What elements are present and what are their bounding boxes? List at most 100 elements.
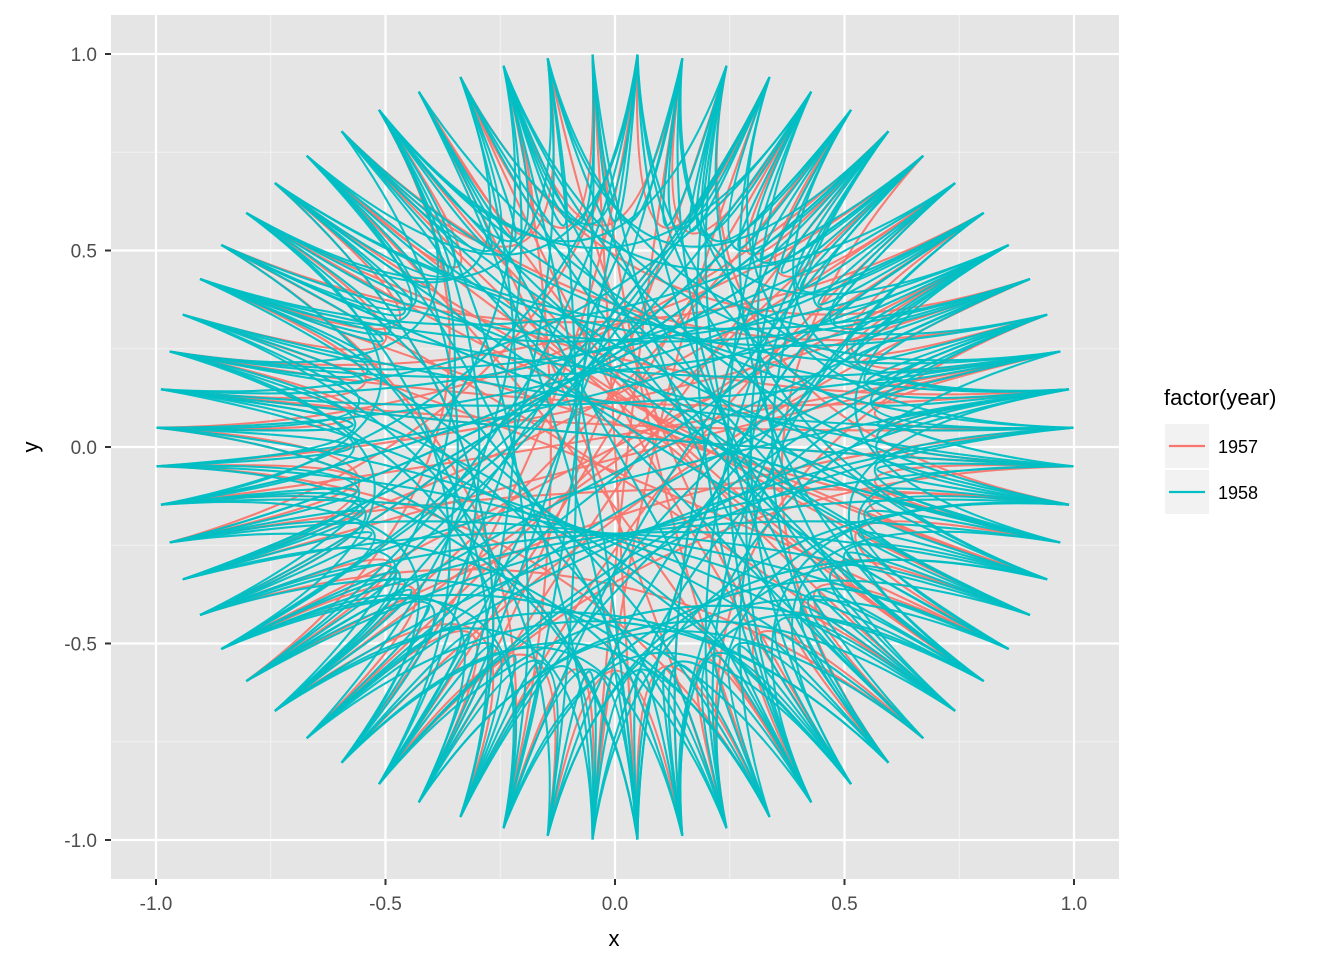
- edge-1958: [160, 212, 383, 506]
- legend-title: factor(year): [1164, 385, 1276, 410]
- edge-1958: [459, 76, 956, 271]
- edge-1958: [245, 600, 436, 764]
- edge-1958: [459, 665, 595, 840]
- edge-1957: [417, 91, 956, 712]
- edge-1958: [199, 278, 771, 818]
- y-tick-label: 1.0: [71, 45, 97, 66]
- edge-1958: [245, 58, 552, 281]
- edge-1958: [678, 58, 1010, 296]
- edge-1958: [199, 154, 924, 326]
- edge-1958: [169, 350, 376, 650]
- edge-1957: [340, 130, 985, 682]
- edge-1958: [160, 494, 367, 616]
- legend-item-1957: 1957: [1165, 424, 1258, 468]
- series-1958: [156, 54, 1074, 840]
- edge-1958: [199, 155, 413, 326]
- edge-1958: [160, 492, 362, 581]
- edge-1958: [790, 530, 1061, 785]
- edge-1958: [502, 65, 985, 682]
- edge-1958: [828, 563, 1031, 712]
- edge-1958: [274, 109, 456, 712]
- edge-1958: [306, 54, 639, 256]
- edge-1958: [794, 130, 985, 294]
- edge-1958: [759, 633, 890, 785]
- edge-1958: [274, 627, 594, 840]
- edge-1958: [847, 388, 1070, 682]
- edge-1958: [156, 244, 1010, 468]
- edge-1958: [245, 211, 1074, 468]
- edge-1958: [245, 212, 684, 836]
- edge-1958: [220, 597, 518, 829]
- edge-1958: [340, 646, 684, 836]
- x-tick-label: -1.0: [140, 894, 173, 915]
- edge-1958: [417, 76, 517, 240]
- edge-1958: [678, 613, 985, 836]
- x-tick-label: 1.0: [1061, 894, 1087, 915]
- edge-1958: [199, 65, 516, 616]
- edge-1958: [817, 182, 985, 306]
- edge-1958: [245, 76, 492, 284]
- edge-1958: [306, 155, 594, 840]
- edge-1958: [182, 547, 398, 712]
- edge-1958: [502, 58, 568, 227]
- edge-1958: [546, 670, 597, 840]
- edge-1958: [636, 54, 1074, 468]
- edge-1958: [751, 91, 924, 265]
- edge-1958: [169, 350, 515, 829]
- edges: [156, 54, 1074, 840]
- legend-label-1957: 1957: [1218, 437, 1258, 457]
- edge-1958: [780, 130, 924, 274]
- edge-1957: [635, 665, 771, 840]
- edge-1958: [199, 563, 402, 712]
- edge-1957: [306, 155, 813, 803]
- edge-1958: [160, 500, 421, 764]
- edge-1958: [306, 313, 1048, 739]
- edge-1958: [169, 509, 364, 581]
- x-axis-title: x: [609, 926, 620, 951]
- edge-1958: [306, 130, 450, 274]
- edge-1958: [340, 58, 555, 764]
- edge-1957: [635, 54, 771, 229]
- edge-1958: [378, 604, 985, 785]
- edge-1957: [274, 212, 985, 712]
- edge-1958: [169, 520, 376, 650]
- edge-1958: [378, 65, 728, 243]
- edge-1958: [502, 65, 639, 840]
- edge-1958: [872, 350, 1070, 407]
- edge-1958: [274, 465, 1074, 712]
- edge-1958: [502, 651, 852, 829]
- x-tick-label: 0.5: [831, 894, 857, 915]
- edge-1958: [700, 65, 852, 243]
- edge-1958: [715, 502, 1070, 829]
- y-tick-label: -1.0: [64, 831, 97, 852]
- edge-1958: [459, 661, 542, 829]
- edge-1958: [220, 244, 1061, 544]
- edge-1958: [713, 654, 813, 818]
- edge-1958: [160, 487, 358, 544]
- edge-1958: [876, 462, 1074, 506]
- y-tick-label: 0.5: [71, 242, 97, 263]
- y-tick-label: 0.0: [71, 438, 97, 459]
- edge-1958: [727, 642, 890, 818]
- edge-1957: [378, 91, 813, 785]
- edge-1958: [378, 109, 530, 829]
- edge-1958: [546, 558, 1048, 836]
- x-tick-label: 0.0: [602, 894, 628, 915]
- edge-1958: [182, 531, 373, 616]
- edge-1958: [866, 509, 1061, 581]
- edge-1957: [220, 583, 418, 739]
- edge-1958: [417, 654, 517, 818]
- edge-1958: [340, 130, 924, 739]
- edge-1958: [199, 244, 384, 343]
- x-tick-label: -0.5: [369, 894, 402, 915]
- edge-1957: [591, 54, 771, 818]
- edge-1958: [199, 388, 1070, 616]
- edge-1958: [169, 109, 440, 364]
- edge-1958: [854, 244, 1061, 544]
- edge-1957: [591, 58, 684, 840]
- edge-1957: [671, 58, 813, 235]
- edge-1958: [274, 182, 1010, 650]
- edge-1958: [842, 543, 1048, 682]
- edge-1958: [546, 58, 1048, 336]
